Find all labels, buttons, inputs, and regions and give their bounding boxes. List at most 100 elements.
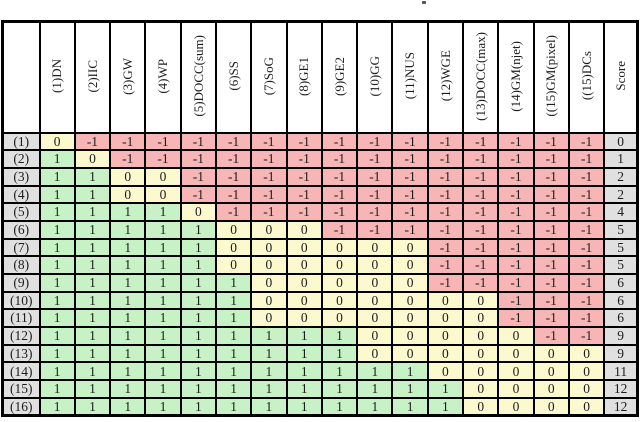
cell-r5-c3: 1	[109, 202, 147, 222]
cell-r2-c7: -1	[250, 149, 288, 169]
cell-r8-c12: -1	[426, 255, 465, 275]
cell-r8-c14: -1	[497, 255, 535, 275]
cell-r14-c16: 0	[567, 361, 606, 382]
score-cell: 5	[603, 237, 639, 258]
score-cell: 6	[603, 308, 639, 329]
cell-r5-c2: 1	[73, 202, 112, 222]
table-body: (1) 0 -1 -1 -1 -1 -1 -1 -1 -1 -1 -1 -1 -1 -1 -1 -1 0 (2) 1 0…	[1, 131, 639, 417]
cell-r2-c13: -1	[462, 149, 500, 169]
score-cell: 9	[603, 326, 639, 346]
cell-r15-c5: 1	[179, 379, 217, 399]
cell-r13-c6: 1	[214, 343, 253, 364]
cell-r7-c15: -1	[532, 237, 570, 258]
column-header-12: (12)WGE	[426, 20, 465, 134]
cell-r4-c6: -1	[214, 184, 253, 205]
cell-r6-c15: -1	[532, 219, 570, 240]
column-header-label: (1)DN	[49, 59, 65, 93]
cell-r4-c11: -1	[391, 184, 429, 205]
table-row-9: (9) 1 1 1 1 1 1 0 0 0 0 0 -1 -1 -1 -1 -1 6	[1, 273, 639, 293]
cell-r7-c9: 0	[320, 237, 359, 258]
cell-r1-c15: -1	[532, 131, 570, 152]
cell-r16-c8: 1	[285, 396, 323, 417]
cell-r15-c1: 1	[38, 379, 76, 399]
cell-r1-c7: -1	[250, 131, 288, 152]
cell-r9-c1: 1	[38, 273, 76, 293]
cell-r4-c10: -1	[356, 184, 394, 205]
cell-r5-c7: -1	[250, 202, 288, 222]
cell-r8-c4: 1	[144, 255, 182, 275]
cell-r6-c7: 0	[250, 219, 288, 240]
cell-r15-c16: 0	[567, 379, 606, 399]
cell-r15-c12: 1	[426, 379, 465, 399]
cell-r5-c15: -1	[532, 202, 570, 222]
cell-r3-c3: 0	[109, 166, 147, 187]
cell-r9-c5: 1	[179, 273, 217, 293]
cell-r11-c4: 1	[144, 308, 182, 329]
cell-r3-c8: -1	[285, 166, 323, 187]
cell-r16-c5: 1	[179, 396, 217, 417]
column-header-label: (8)GE1	[296, 56, 312, 96]
cell-r6-c6: 0	[214, 219, 253, 240]
cell-r5-c6: -1	[214, 202, 253, 222]
cell-r11-c9: 0	[320, 308, 359, 329]
column-header-9: (9)GE2	[320, 20, 359, 134]
column-header-16: ((15)DCs	[567, 20, 606, 134]
row-label: (1)	[1, 131, 41, 152]
cell-r6-c2: 1	[73, 219, 112, 240]
cell-r8-c8: 0	[285, 255, 323, 275]
column-header-label: (7)SoG	[261, 56, 277, 96]
cell-r16-c16: 0	[567, 396, 606, 417]
cell-r7-c10: 0	[356, 237, 394, 258]
cell-r13-c14: 0	[497, 343, 535, 364]
cell-r11-c12: 0	[426, 308, 465, 329]
row-label: (15)	[1, 379, 41, 399]
cell-r11-c3: 1	[109, 308, 147, 329]
cell-r12-c9: 1	[320, 326, 359, 346]
cell-r8-c1: 1	[38, 255, 76, 275]
row-label: (10)	[1, 290, 41, 311]
cell-r8-c6: 0	[214, 255, 253, 275]
cell-r9-c4: 1	[144, 273, 182, 293]
cell-r3-c14: -1	[497, 166, 535, 187]
cell-r10-c13: 0	[462, 290, 500, 311]
cell-r11-c15: -1	[532, 308, 570, 329]
row-label: (12)	[1, 326, 41, 346]
cell-r3-c1: 1	[38, 166, 76, 187]
score-cell: 9	[603, 343, 639, 364]
cell-r14-c2: 1	[73, 361, 112, 382]
cell-r14-c4: 1	[144, 361, 182, 382]
cell-r8-c3: 1	[109, 255, 147, 275]
cell-r5-c14: -1	[497, 202, 535, 222]
score-cell: 6	[603, 273, 639, 293]
cell-r7-c7: 0	[250, 237, 288, 258]
cell-r8-c7: 0	[250, 255, 288, 275]
score-cell: 6	[603, 290, 639, 311]
cell-r1-c9: -1	[320, 131, 359, 152]
cell-r4-c14: -1	[497, 184, 535, 205]
cell-r4-c2: 1	[73, 184, 112, 205]
cell-r10-c10: 0	[356, 290, 394, 311]
cell-r3-c7: -1	[250, 166, 288, 187]
cell-r9-c6: 1	[214, 273, 253, 293]
cell-r2-c12: -1	[426, 149, 465, 169]
cell-r5-c13: -1	[462, 202, 500, 222]
column-header-label: (3)GW	[119, 57, 135, 95]
column-header-label: (6)SS	[225, 61, 241, 91]
column-header-label: (12)WGE	[437, 50, 453, 102]
cell-r16-c4: 1	[144, 396, 182, 417]
cell-r1-c14: -1	[497, 131, 535, 152]
cell-r6-c13: -1	[462, 219, 500, 240]
cell-r5-c10: -1	[356, 202, 394, 222]
cell-r13-c8: 1	[285, 343, 323, 364]
cell-r10-c14: -1	[497, 290, 535, 311]
cell-r12-c1: 1	[38, 326, 76, 346]
cell-r2-c11: -1	[391, 149, 429, 169]
cell-r15-c3: 1	[109, 379, 147, 399]
cell-r9-c10: 0	[356, 273, 394, 293]
cell-r11-c11: 0	[391, 308, 429, 329]
cell-r6-c16: -1	[567, 219, 606, 240]
cell-r6-c14: -1	[497, 219, 535, 240]
cell-r11-c6: 1	[214, 308, 253, 329]
cropped-text-artifact	[422, 1, 426, 4]
column-header-4: (4)WP	[144, 20, 182, 134]
